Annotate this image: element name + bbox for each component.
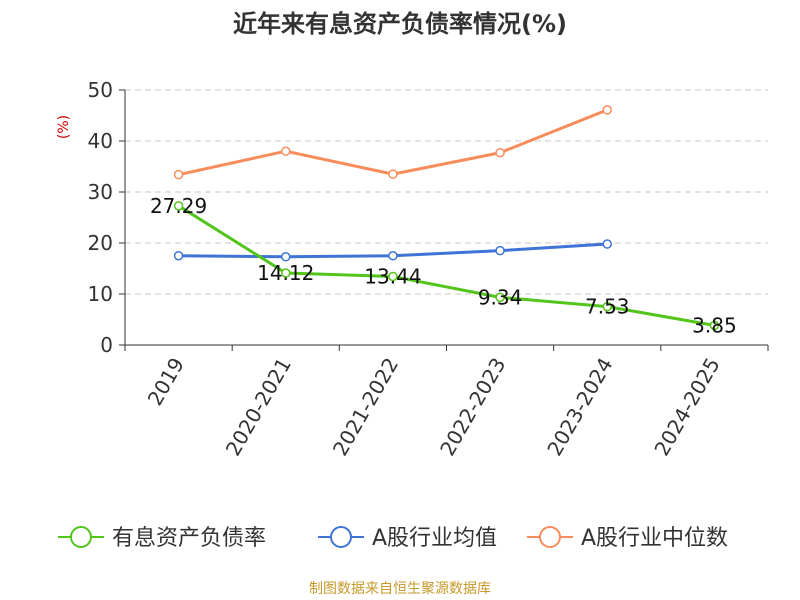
legend-swatch-marker [330, 526, 352, 548]
data-point [173, 201, 184, 211]
x-tick-label: 2019 [143, 354, 189, 410]
x-tick-label: 2020-2021 [221, 354, 296, 460]
x-tick-label: 2023-2024 [542, 354, 617, 460]
series-line [177, 204, 715, 327]
data-labels: 27.29 14.12 13.44 9.34 7.53 3.85 [150, 194, 737, 338]
data-point [709, 320, 720, 331]
data-label: 27.29 [150, 194, 207, 218]
y-axis-label: (%) [56, 115, 72, 139]
data-label: 7.53 [585, 295, 630, 319]
legend-swatch-marker [70, 526, 92, 548]
grid-lines [125, 89, 768, 295]
data-point [281, 146, 291, 156]
data-point [495, 245, 505, 256]
y-tick-label: 20 [88, 231, 113, 255]
data-point [602, 301, 612, 312]
series-line [178, 108, 608, 177]
x-tick-label: 2024-2025 [649, 354, 724, 460]
y-tick-label: 30 [88, 180, 113, 204]
y-tick-label: 10 [88, 282, 113, 306]
chart-title: 近年来有息资产负债率情况(%) [233, 10, 567, 38]
data-point [173, 251, 184, 261]
data-point [281, 268, 291, 278]
data-label: 14.12 [257, 261, 314, 285]
x-tick-label: 2021-2022 [328, 354, 403, 460]
data-point [495, 147, 505, 158]
legend-label: 有息资产负债率 [112, 526, 266, 551]
legend-label: A股行业中位数 [581, 526, 728, 551]
y-tick-label: 40 [88, 129, 113, 153]
legend-label: A股行业均值 [372, 526, 497, 551]
y-tick-label: 50 [88, 78, 113, 102]
data-label: 9.34 [478, 285, 523, 309]
data-label: 3.85 [692, 313, 737, 337]
data-point [388, 169, 398, 179]
x-tick-label: 2022-2023 [435, 354, 510, 460]
series-layer [173, 105, 720, 331]
data-point [388, 251, 398, 261]
axes: 0 10 20 30 40 50 2019 2020-2021 2021-2022 2022-20… [88, 78, 769, 460]
data-point [495, 292, 505, 303]
y-tick-label: 0 [100, 333, 113, 357]
data-point [602, 239, 612, 249]
legend-swatch-marker [539, 526, 561, 548]
legend: 有息资产负债率 A股行业均值 A股行业中位数 [58, 526, 728, 551]
data-point [388, 271, 398, 282]
data-point [602, 105, 612, 115]
data-point [173, 169, 184, 180]
data-label: 13.44 [364, 264, 421, 288]
data-point [281, 252, 291, 262]
source-note: 制图数据来自恒生聚源数据库 [309, 581, 491, 597]
